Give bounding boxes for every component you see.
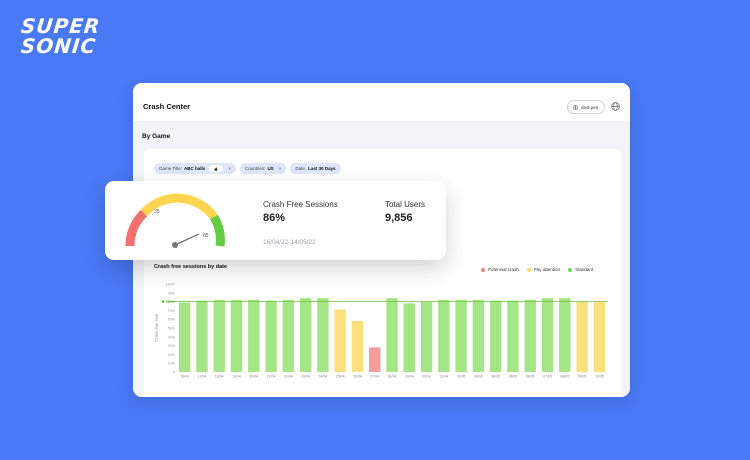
total-users-value: 9,856 bbox=[385, 212, 413, 224]
user-icon bbox=[573, 104, 578, 110]
gauge-green-arc bbox=[210, 214, 225, 247]
filter-value: US bbox=[267, 166, 274, 171]
user-menu-button[interactable]: dedi.peri bbox=[567, 100, 606, 114]
crash-free-label: Crash Free Sessions bbox=[263, 200, 338, 209]
chart-legend: Potensial crash Pay attention Standard bbox=[481, 267, 593, 272]
panel-body: By Game Game Title: ABC balls × Countrie… bbox=[133, 121, 630, 397]
gauge-label-low: 35 bbox=[154, 209, 160, 215]
user-name: dedi.peri bbox=[581, 104, 599, 110]
panel-header: Crash Center dedi.peri bbox=[133, 83, 630, 121]
apple-icon bbox=[214, 166, 218, 171]
legend-dot-green bbox=[568, 267, 573, 272]
filter-date[interactable]: Date: Last 30 Days bbox=[290, 163, 341, 174]
gauge-label-high: 85 bbox=[203, 233, 209, 239]
filter-bar: Game Title: ABC balls × Countries: US × … bbox=[154, 163, 341, 174]
filter-label: Countries: bbox=[244, 166, 266, 171]
section-title: By Game bbox=[142, 133, 171, 140]
legend-item-pay-attention: Pay attention bbox=[526, 267, 561, 272]
supersonic-logo: SUPER SONIC bbox=[18, 14, 102, 58]
crash-free-value: 86% bbox=[263, 212, 286, 224]
legend-dot-red bbox=[481, 267, 485, 272]
date-range: 16/04/22-14/05/22 bbox=[263, 239, 316, 246]
filter-value: Last 30 Days bbox=[308, 166, 336, 171]
globe-icon[interactable] bbox=[611, 102, 620, 111]
close-icon[interactable]: × bbox=[228, 166, 231, 171]
legend-label: Standard bbox=[575, 267, 594, 272]
legend-label: Potensial crash bbox=[488, 267, 519, 272]
gauge-red-arc bbox=[125, 209, 148, 247]
platform-toggle[interactable] bbox=[209, 165, 224, 172]
gauge-needle bbox=[174, 233, 200, 246]
kpi-card: 35 85 Crash Free Sessions 86% Total User… bbox=[105, 181, 446, 260]
legend-item-standard: Standard bbox=[568, 267, 593, 272]
filter-game-title[interactable]: Game Title: ABC balls × bbox=[154, 163, 236, 174]
filter-label: Game Title: bbox=[159, 166, 183, 171]
filter-label: Date: bbox=[295, 166, 307, 171]
total-users-label: Total Users bbox=[385, 200, 426, 209]
logo-line-2: SONIC bbox=[19, 34, 98, 58]
legend-label: Pay attention bbox=[533, 267, 561, 272]
page-title: Crash Center bbox=[143, 102, 191, 111]
gauge-hub bbox=[172, 242, 178, 248]
gauge-yellow-arc bbox=[140, 193, 218, 220]
crash-center-panel: Crash Center dedi.peri By Game Game Titl… bbox=[133, 83, 630, 397]
chart-title: Crash free sessions by date bbox=[154, 264, 228, 270]
logo-line-1: SUPER bbox=[19, 14, 102, 38]
legend-dot-yellow bbox=[526, 267, 531, 272]
filter-value: ABC balls bbox=[184, 166, 206, 171]
crash-free-gauge: 35 85 bbox=[125, 193, 225, 248]
filter-countries[interactable]: Countries: US × bbox=[239, 163, 287, 174]
close-icon[interactable]: × bbox=[278, 166, 282, 171]
legend-item-potential-crash: Potensial crash bbox=[481, 267, 519, 272]
